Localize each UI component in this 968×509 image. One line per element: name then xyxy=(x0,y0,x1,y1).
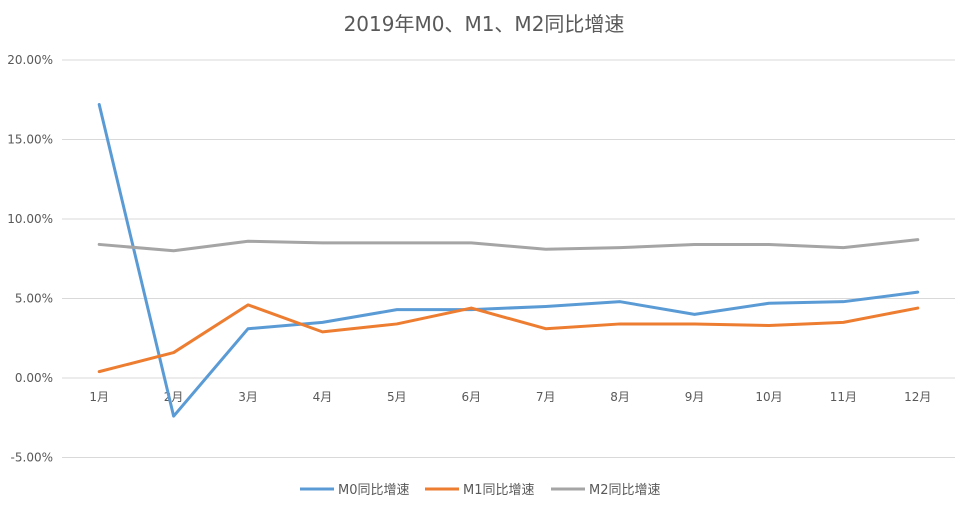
y-tick-label: 0.00% xyxy=(15,371,53,385)
x-tick-label: 3月 xyxy=(238,390,258,404)
x-tick-label: 7月 xyxy=(536,390,556,404)
series-line xyxy=(97,238,920,253)
legend-label: M2同比增速 xyxy=(589,483,661,498)
y-tick-label: 10.00% xyxy=(7,212,53,226)
x-tick-label: 6月 xyxy=(461,390,481,404)
legend-label: M0同比增速 xyxy=(338,483,410,498)
x-tick-label: 4月 xyxy=(313,390,333,404)
y-tick-label: -5.00% xyxy=(11,451,53,465)
chart-title: 2019年M0、M1、M2同比增速 xyxy=(343,12,625,36)
legend-label: M1同比增速 xyxy=(463,483,535,498)
series-line xyxy=(97,103,920,418)
x-tick-label: 12月 xyxy=(904,390,931,404)
x-tick-label: 8月 xyxy=(610,390,630,404)
y-tick-label: 20.00% xyxy=(7,53,53,67)
y-tick-label: 15.00% xyxy=(7,133,53,147)
x-tick-label: 1月 xyxy=(89,390,109,404)
series-line xyxy=(97,303,920,374)
x-tick-label: 10月 xyxy=(755,390,782,404)
x-tick-label: 11月 xyxy=(830,390,857,404)
x-tick-label: 5月 xyxy=(387,390,407,404)
y-tick-label: 5.00% xyxy=(15,292,53,306)
x-tick-label: 9月 xyxy=(685,390,705,404)
